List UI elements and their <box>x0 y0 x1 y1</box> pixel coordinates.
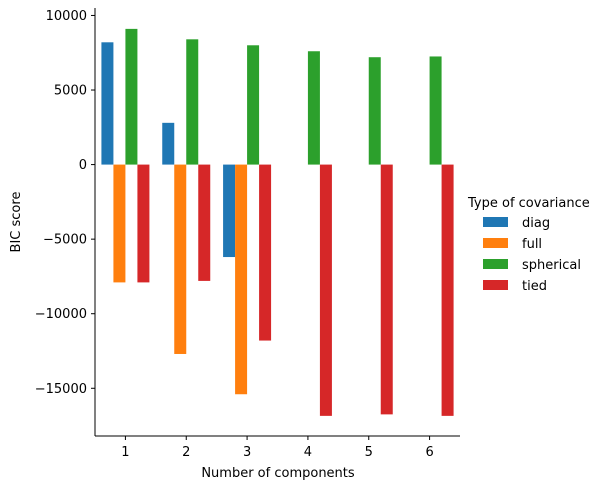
y-ticks-group: 10000 5000 0 −5000 −10000 −15000 <box>35 9 95 397</box>
bar-full-2 <box>174 164 187 354</box>
bar-tied-5 <box>380 164 393 415</box>
bar-tied-3 <box>259 164 272 341</box>
y-tick-label: 0 <box>79 158 87 173</box>
y-tick-label: 5000 <box>54 84 87 99</box>
bar-full-3 <box>235 164 248 395</box>
bars-group <box>101 28 454 416</box>
bar-spherical-2 <box>186 39 199 165</box>
legend-swatch-full <box>483 238 508 248</box>
bar-diag-2 <box>162 122 175 165</box>
legend-label-tied: tied <box>522 279 547 294</box>
legend: Type of covariance diag full spherical tied <box>467 196 590 294</box>
y-tick-label: −10000 <box>35 307 87 322</box>
y-axis-label: BIC score <box>9 192 24 253</box>
bar-full-1 <box>113 164 126 283</box>
bar-tied-2 <box>198 164 211 281</box>
bar-diag-1 <box>101 42 114 165</box>
bar-spherical-6 <box>429 56 442 165</box>
legend-swatch-diag <box>483 217 508 227</box>
bar-diag-3 <box>223 164 236 258</box>
legend-swatch-spherical <box>483 259 508 269</box>
x-tick-label: 1 <box>121 445 129 460</box>
legend-label-diag: diag <box>522 216 550 231</box>
x-axis-label: Number of components <box>201 466 355 481</box>
y-tick-label: −15000 <box>35 382 87 397</box>
bar-tied-4 <box>319 164 332 416</box>
legend-swatch-tied <box>483 280 508 290</box>
bar-tied-1 <box>137 164 150 283</box>
x-tick-label: 6 <box>425 445 433 460</box>
legend-title: Type of covariance <box>467 196 590 211</box>
bar-spherical-4 <box>307 51 320 165</box>
bar-spherical-5 <box>368 57 381 165</box>
bar-spherical-3 <box>247 45 260 165</box>
legend-label-spherical: spherical <box>522 258 581 273</box>
y-tick-label: −5000 <box>43 233 87 248</box>
x-tick-label: 5 <box>365 445 373 460</box>
x-tick-label: 4 <box>304 445 312 460</box>
x-tick-label: 2 <box>182 445 190 460</box>
axes-group <box>94 8 460 437</box>
y-tick-label: 10000 <box>46 9 87 24</box>
x-tick-label: 3 <box>243 445 251 460</box>
legend-label-full: full <box>522 237 542 252</box>
bar-tied-6 <box>441 164 454 416</box>
x-ticks-group: 1 2 3 4 5 6 <box>121 436 434 460</box>
bar-spherical-1 <box>125 28 138 165</box>
